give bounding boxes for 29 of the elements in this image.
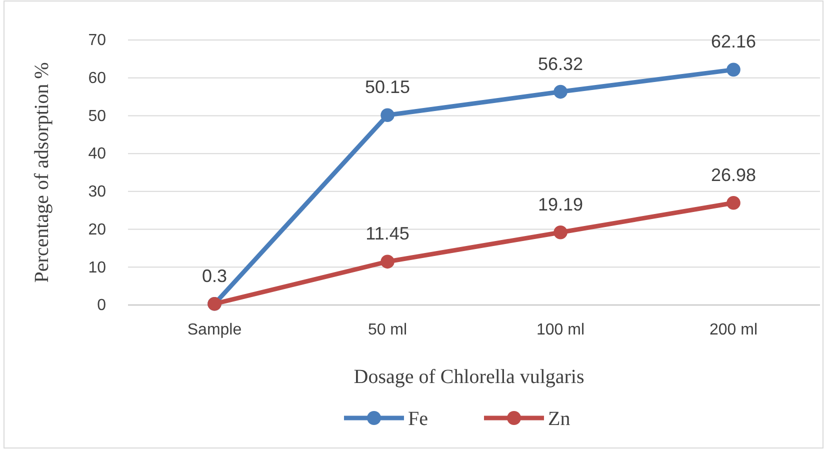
y-tick-label: 60 <box>88 70 106 87</box>
x-tick-label: 100 ml <box>536 321 585 338</box>
x-tick-label: Sample <box>187 321 242 338</box>
data-label: 0.3 <box>202 266 228 286</box>
data-label: 50.15 <box>364 77 410 98</box>
y-axis-title: Percentage of adsorption % <box>31 62 53 283</box>
point <box>380 108 394 122</box>
point <box>554 225 568 240</box>
y-tick-label: 30 <box>88 184 106 201</box>
point <box>554 84 568 99</box>
point <box>726 62 740 77</box>
y-tick-label: 10 <box>88 259 106 276</box>
point <box>380 254 394 269</box>
data-label: 56.32 <box>538 54 584 74</box>
y-tick-label: 20 <box>88 221 106 238</box>
y-tick-label: 50 <box>88 108 106 125</box>
data-label: 19.19 <box>538 194 584 214</box>
y-tick-label: 0 <box>97 297 106 314</box>
x-tick-label: 50 ml <box>368 321 408 338</box>
data-label: 11.45 <box>366 224 410 244</box>
x-axis-title: Dosage of Chlorella vulgaris <box>354 366 584 388</box>
x-tick-label: 200 ml <box>709 321 758 338</box>
y-tick-label: 70 <box>88 32 106 50</box>
y-tick-label: 40 <box>88 146 106 163</box>
point <box>726 196 740 210</box>
data-label: 26.98 <box>710 164 756 185</box>
data-label: 62.16 <box>710 32 756 52</box>
legend-label: Zn <box>548 408 570 430</box>
legend-label: Fe <box>408 408 428 430</box>
